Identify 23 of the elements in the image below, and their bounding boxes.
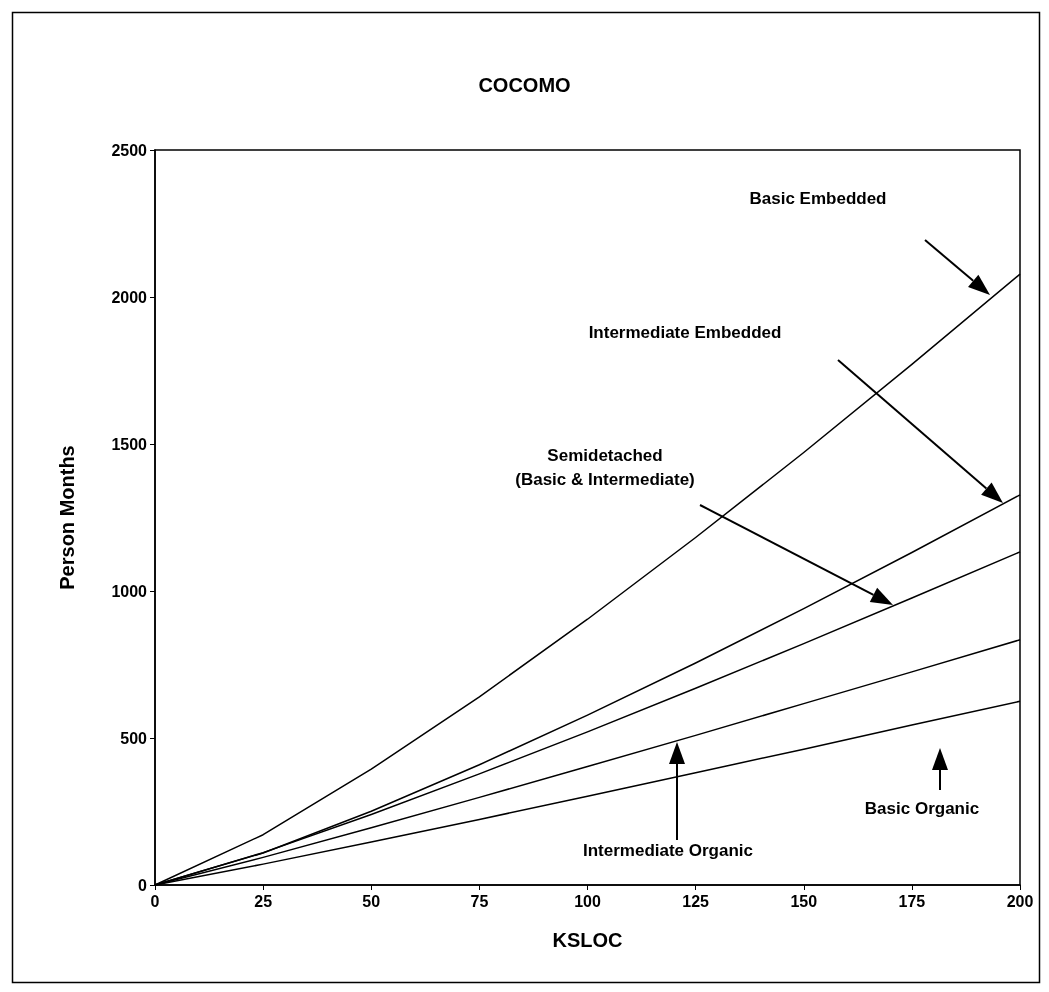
annotation: Basic Organic [864,799,980,818]
x-tick-label: 0 [150,892,160,910]
chart-title: COCOMO [478,74,571,96]
x-tick-label: 25 [254,892,273,910]
y-tick-label: 2500 [111,141,148,159]
x-tick-label: 200 [1006,892,1034,910]
x-axis-title: KSLOC [552,929,623,951]
annotation: Intermediate Organic [582,841,754,860]
x-tick-label: 175 [898,892,926,910]
y-tick-label: 1500 [111,435,148,453]
x-tick-label: 125 [682,892,710,910]
x-tick-label: 150 [790,892,818,910]
annotation: Basic Embedded [749,189,887,208]
annotation: Semidetached (Basic & Intermediate) [515,446,695,489]
y-tick-label: 0 [138,876,148,894]
y-tick-label: 1000 [111,582,148,600]
x-tick-label: 50 [362,892,381,910]
x-tick-label: 75 [470,892,489,910]
x-tick-label: 100 [574,892,601,910]
y-tick-label: 500 [120,729,148,747]
y-tick-label: 2000 [111,288,148,306]
annotation: Intermediate Embedded [588,323,782,342]
y-axis-title: Person Months [56,445,78,590]
